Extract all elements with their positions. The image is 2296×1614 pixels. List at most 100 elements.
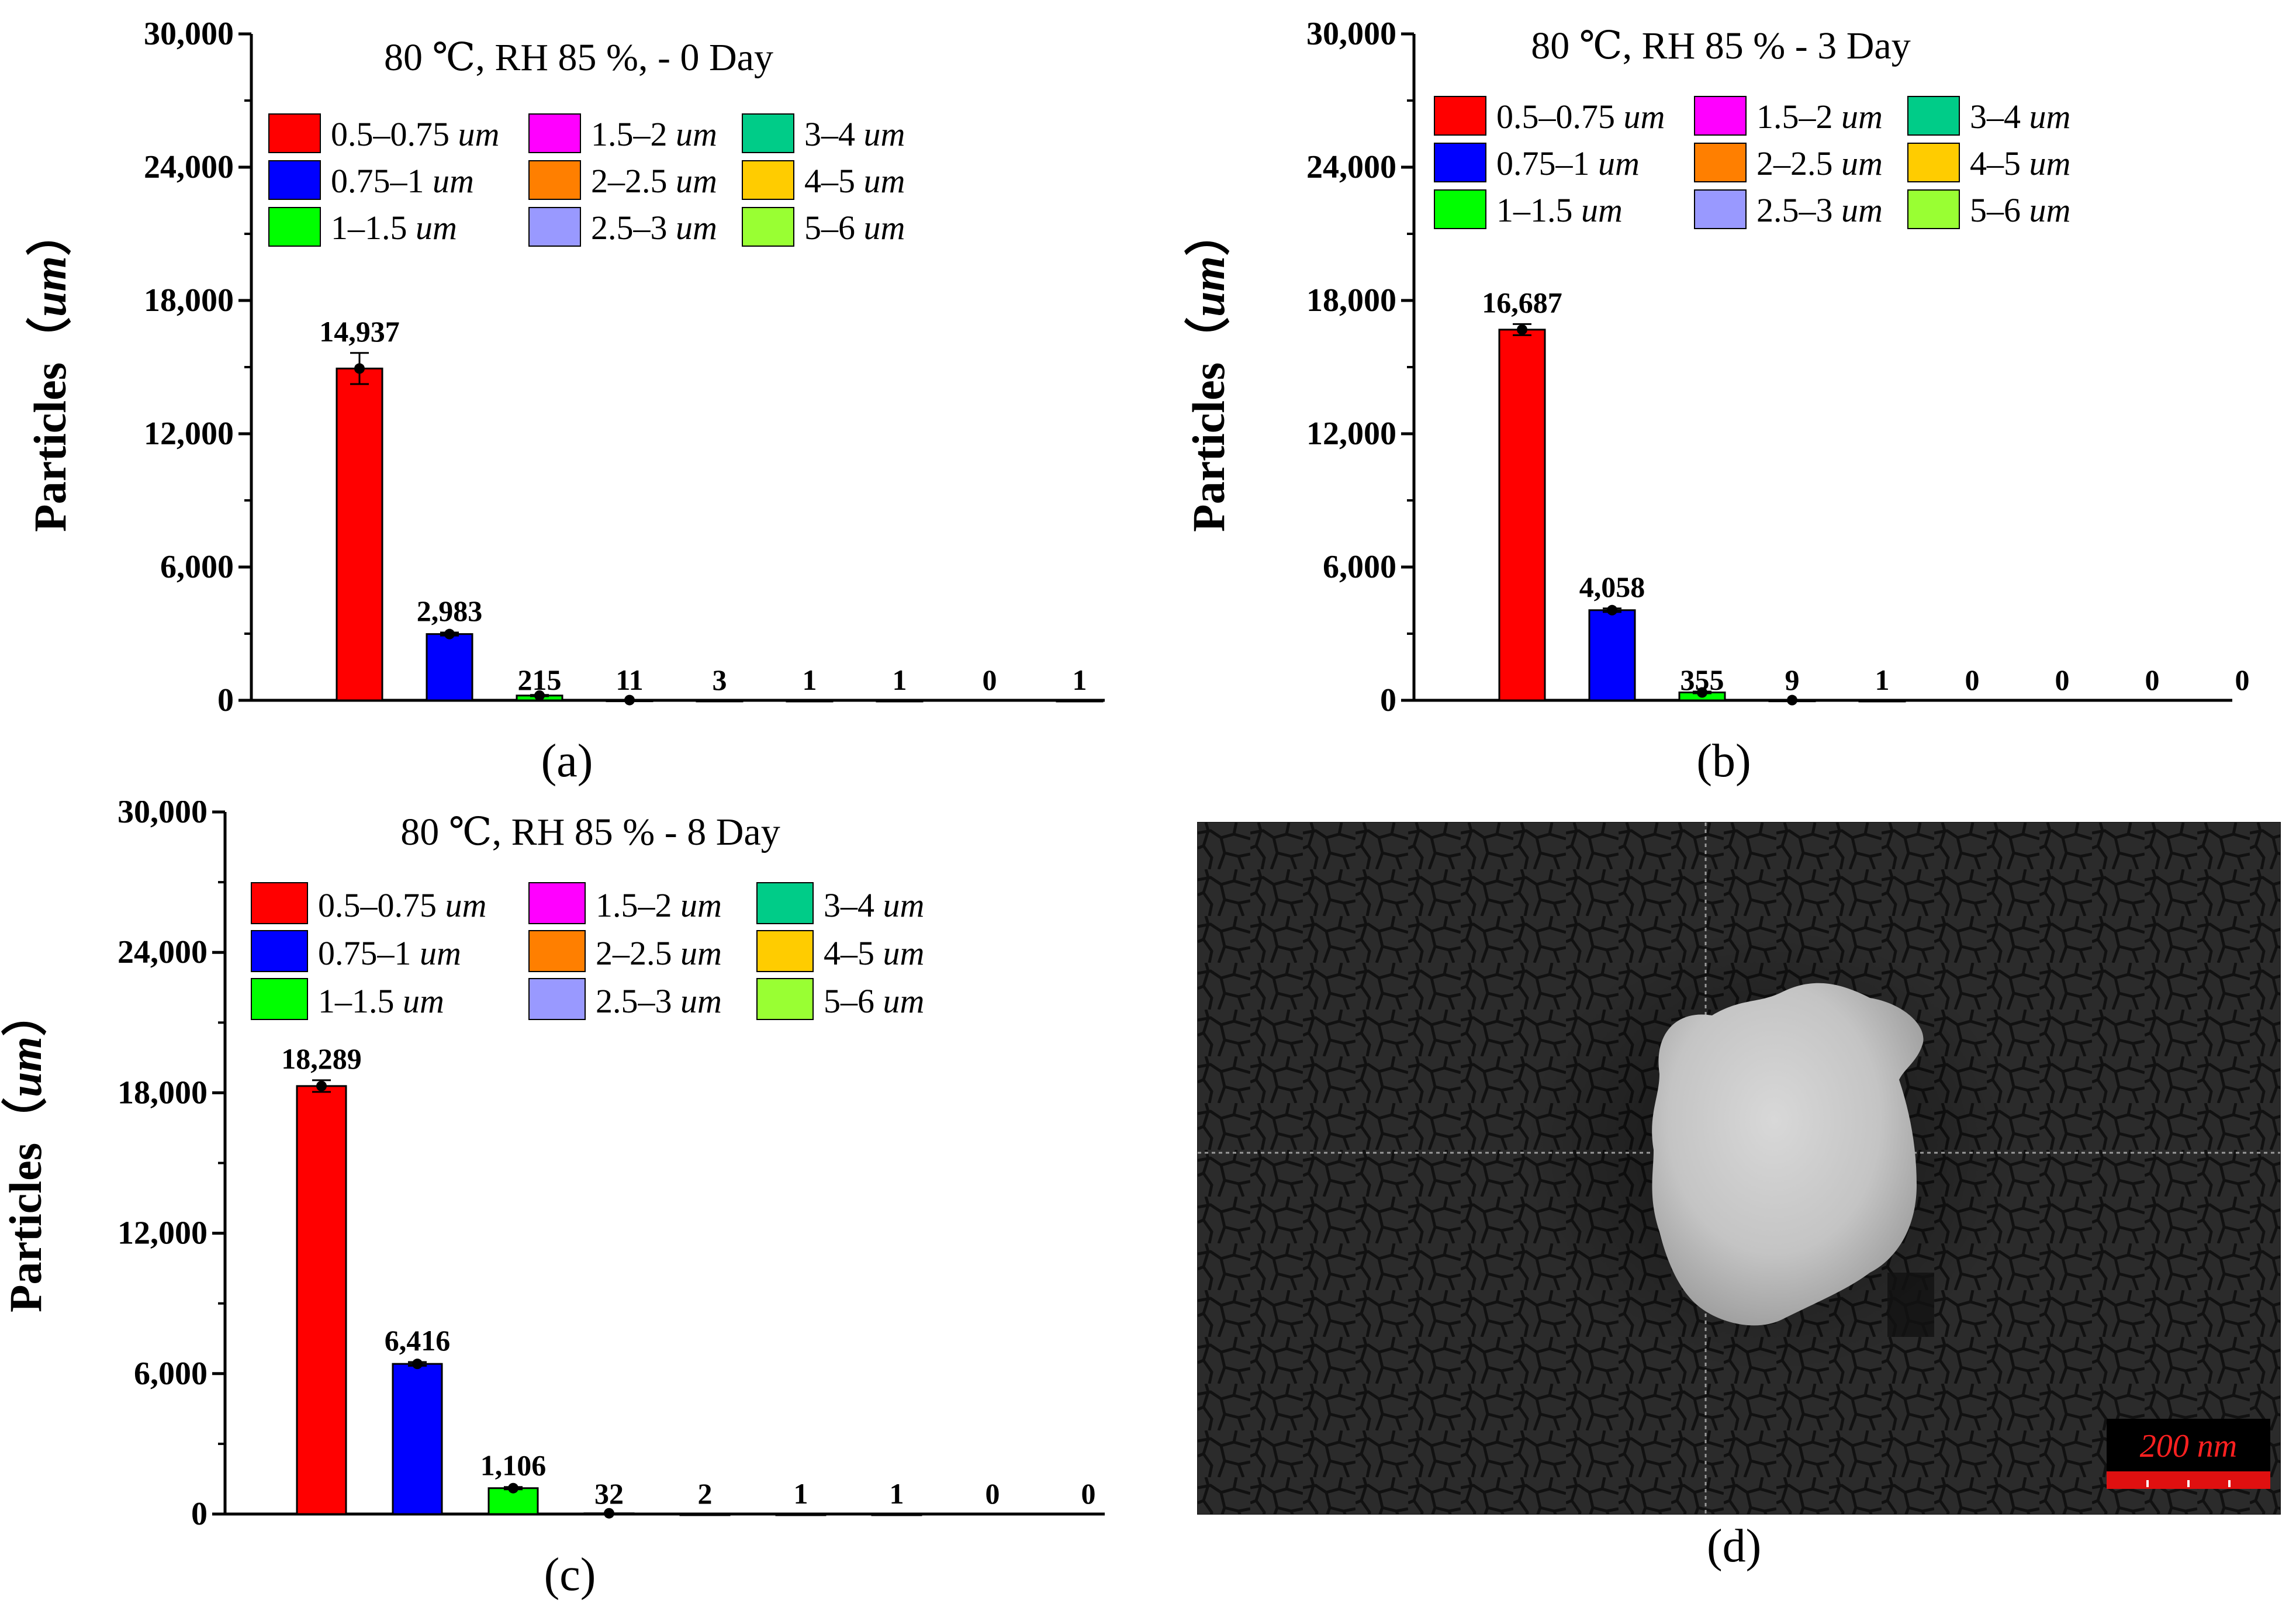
legend-swatch [528,882,586,924]
data-label: 9 [1785,663,1800,696]
legend-label: 2–2.5 um [591,162,717,200]
y-tick-label: 24,000 [144,149,234,185]
mean-marker [1517,324,1527,335]
mean-marker [1607,604,1617,616]
legend-swatch [1907,96,1960,136]
data-label: 1 [893,663,907,696]
legend-label: 1.5–2 um [596,886,722,924]
legend-unit: um [680,982,722,1020]
y-axis-label: Particles（um） [1183,210,1234,532]
mean-marker [412,1359,423,1370]
legend-unit: um [676,162,717,200]
legend-unit: um [680,886,722,924]
data-label: 1 [1875,663,1890,696]
legend-range: 5–6 [1970,191,2029,229]
data-label: 6,416 [385,1324,451,1357]
data-label: 0 [2145,663,2160,696]
y-tick-label: 30,000 [117,801,208,830]
legend-range: 1.5–2 [1756,98,1841,136]
legend-range: 0.5–0.75 [331,115,458,153]
bar [1588,609,1636,701]
legend-unit: um [883,886,925,924]
legend-unit: um [676,209,717,247]
legend-range: 1.5–2 [596,886,680,924]
legend-swatch [742,160,794,200]
legend-unit: um [1841,144,1883,182]
legend-unit: um [680,934,722,972]
chart-title: 80 ℃, RH 85 % - 8 Day [400,811,780,853]
legend-swatch [742,207,794,247]
mean-marker [1787,694,1797,706]
legend-swatch [1694,96,1747,136]
y-tick-label: 24,000 [117,934,208,970]
legend-range: 0.75–1 [1496,144,1598,182]
mean-marker [316,1080,327,1091]
legend-range: 0.75–1 [331,162,433,200]
y-axis-label-close: ） [0,991,51,1036]
legend-range: 0.5–0.75 [1496,98,1624,136]
legend-swatch [251,978,308,1020]
y-axis-label-unit: um [0,1036,51,1097]
bar [426,633,473,701]
panel-caption: (c) [544,1549,596,1601]
sem-dark-spot [1887,1273,1934,1337]
y-tick-label: 6,000 [160,549,234,585]
legend-range: 0.75–1 [318,934,420,972]
legend-label: 5–6 um [1970,191,2070,229]
legend-range: 3–4 [824,886,883,924]
legend-label: 0.5–0.75 um [331,115,499,153]
data-label: 11 [616,663,643,696]
panel-caption: (a) [541,735,593,787]
legend-label: 1–1.5 um [331,209,457,247]
sem-image: 200 nm [1197,822,2281,1515]
legend-unit: um [433,162,474,200]
y-tick-label: 30,000 [144,16,234,52]
y-tick-label: 24,000 [1306,149,1396,185]
mean-marker [508,1482,518,1494]
legend-swatch [528,930,586,972]
legend-label: 3–4 um [804,115,905,153]
bar [871,1513,922,1516]
legend-swatch [528,207,581,247]
y-axis-label-unit: um [1183,256,1234,317]
legend-swatch [1694,143,1747,182]
y-axis-label-close: ） [1183,210,1234,256]
data-label: 32 [594,1477,624,1510]
bar [1056,699,1104,703]
legend-swatch [251,930,308,972]
legend-swatch [1434,189,1486,229]
legend-range: 4–5 [824,934,883,972]
data-label: 355 [1680,663,1724,696]
y-axis-label: Particles（um） [0,991,51,1312]
legend-unit: um [403,982,444,1020]
caption-d: (d) [1707,1520,1762,1572]
mean-marker [1697,687,1707,698]
data-label: 1 [794,1477,808,1510]
legend-label: 4–5 um [1970,144,2070,182]
legend-swatch [756,882,814,924]
legend-unit: um [676,115,717,153]
legend-label: 4–5 um [824,934,924,972]
legend-unit: um [864,209,905,247]
legend-range: 5–6 [824,982,883,1020]
legend-label: 2.5–3 um [1756,191,1883,229]
legend-range: 1–1.5 [318,982,403,1020]
bar [1498,329,1546,701]
mean-marker [604,1508,614,1519]
data-label: 1 [890,1477,904,1510]
legend-label: 2.5–3 um [596,982,722,1020]
y-tick-label: 30,000 [1306,16,1396,52]
data-label: 0 [1081,1477,1096,1510]
legend-swatch [1907,189,1960,229]
chart-panel-b: 0 6,000 12,000 18,000 24,000 30,000 Particles（… [1183,16,2250,787]
legend-unit: um [2029,144,2071,182]
legend-range: 0.5–0.75 [318,886,445,924]
legend-swatch [742,113,794,153]
legend-label: 2.5–3 um [591,209,717,247]
legend-swatch [1694,189,1747,229]
sem-scale-label: 200 nm [2140,1428,2237,1464]
data-label: 18,289 [281,1042,362,1075]
legend-unit: um [1841,191,1883,229]
legend-range: 2–2.5 [1756,144,1841,182]
legend-unit: um [445,886,487,924]
